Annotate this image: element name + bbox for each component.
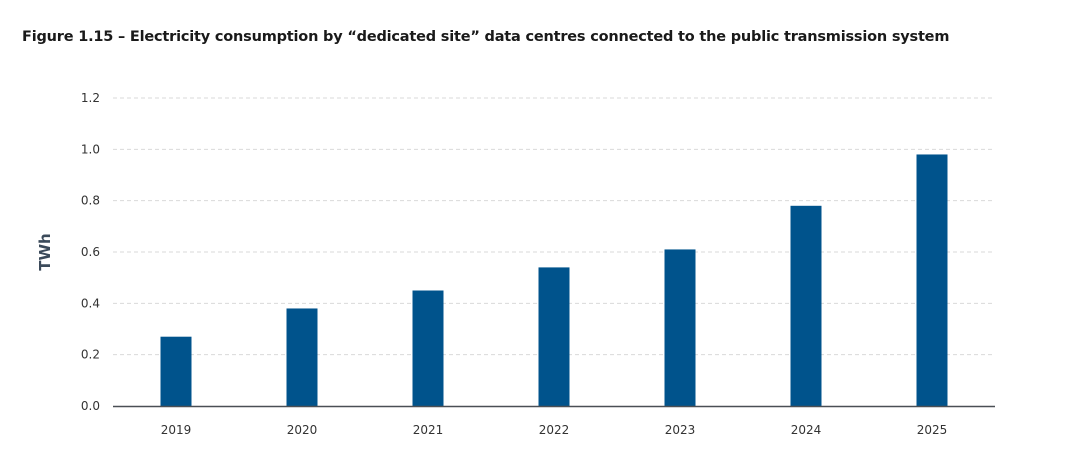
x-tick-label: 2022: [539, 423, 570, 437]
x-tick-label: 2024: [791, 423, 822, 437]
y-axis-label: TWh: [36, 233, 54, 270]
y-tick-label: 1.0: [81, 142, 100, 156]
bar-2022: [538, 267, 570, 406]
bar-2019: [160, 336, 192, 406]
y-tick-label: 0.0: [81, 399, 100, 413]
bar-2023: [664, 249, 696, 406]
chart-title: Figure 1.15 – Electricity consumption by…: [22, 29, 950, 45]
y-tick-label: 0.4: [81, 296, 100, 310]
bar-2020: [286, 308, 318, 406]
x-tick-label: 2019: [161, 423, 192, 437]
y-tick-label: 0.8: [81, 194, 100, 208]
bar-2025: [916, 154, 948, 406]
x-tick-label: 2023: [665, 423, 696, 437]
bar-2021: [412, 290, 444, 406]
x-tick-label: 2021: [413, 423, 444, 437]
bar-2024: [790, 205, 822, 406]
x-tick-label: 2020: [287, 423, 318, 437]
y-tick-label: 0.2: [81, 348, 100, 362]
x-tick-label: 2025: [917, 423, 948, 437]
y-tick-label: 1.2: [81, 91, 100, 105]
y-tick-label: 0.6: [81, 245, 100, 259]
